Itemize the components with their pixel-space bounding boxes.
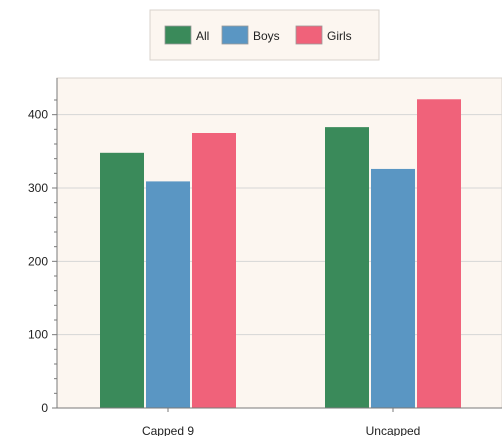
- y-tick-label: 200: [28, 254, 48, 268]
- y-tick-label: 400: [28, 108, 48, 122]
- legend-label-girls: Girls: [327, 29, 352, 43]
- y-tick-label: 0: [41, 401, 48, 415]
- bar-boys-uncapped: [371, 168, 415, 408]
- legend: All Boys Girls: [149, 9, 380, 61]
- legend-label-boys: Boys: [253, 29, 280, 43]
- bar-all-uncapped: [325, 127, 369, 408]
- legend-swatch-boys: [221, 25, 249, 45]
- bar-girls-capped-9: [192, 133, 236, 408]
- legend-swatch-all: [164, 25, 192, 45]
- bars: [100, 99, 461, 409]
- x-tick-labels: Capped 9 Uncapped: [142, 424, 420, 436]
- x-tick-label: Capped 9: [142, 424, 194, 436]
- axes: [52, 78, 502, 412]
- bar-boys-capped-9: [146, 181, 190, 408]
- legend-swatch-girls: [295, 25, 323, 45]
- y-tick-label: 100: [28, 328, 48, 342]
- legend-label-all: All: [196, 29, 209, 43]
- x-tick-label: Uncapped: [366, 424, 421, 436]
- bar-girls-uncapped: [417, 99, 461, 409]
- bar-all-capped-9: [100, 152, 144, 408]
- y-tick-labels: 0 100 200 300 400: [28, 108, 48, 415]
- y-tick-label: 300: [28, 181, 48, 195]
